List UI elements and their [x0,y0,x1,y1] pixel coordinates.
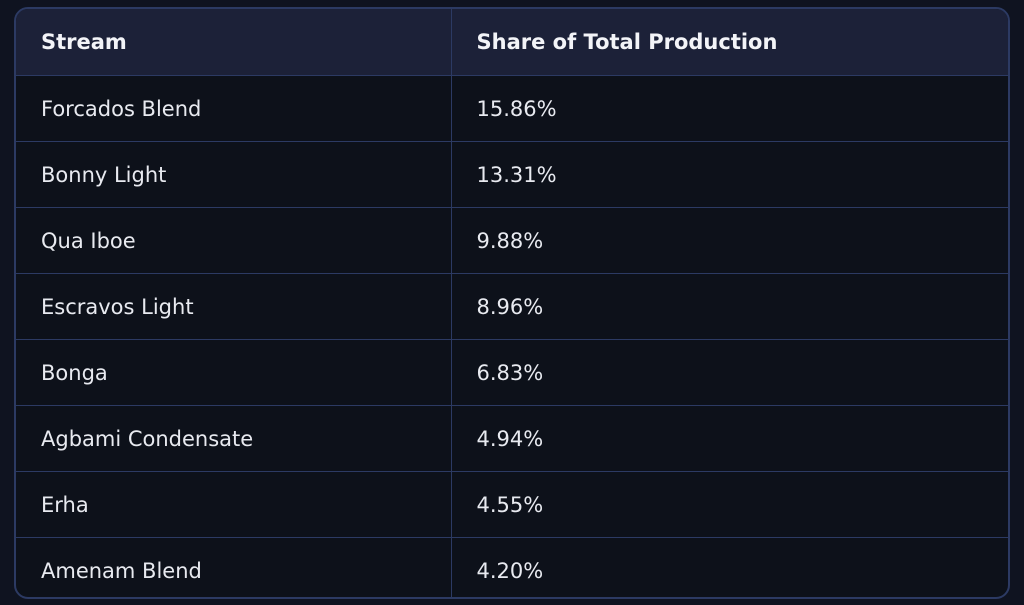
column-header-share: Share of Total Production [450,9,1008,76]
stream-cell: Escravos Light [16,273,451,340]
table-row: Forcados Blend 15.86% [16,75,1008,142]
stream-cell: Bonga [16,339,451,406]
table-row: Bonny Light 13.31% [16,141,1008,208]
column-header-stream: Stream [16,9,451,76]
share-cell: 13.31% [450,141,1008,208]
share-cell: 15.86% [450,75,1008,142]
table-row: Amenam Blend 4.20% [16,537,1008,597]
table-row: Escravos Light 8.96% [16,273,1008,340]
table-row: Qua Iboe 9.88% [16,207,1008,274]
stream-cell: Forcados Blend [41,96,202,121]
share-cell: 6.83% [450,339,1008,406]
stream-cell: Erha [16,471,451,538]
table-header-row: Stream Share of Total Production [16,9,1008,76]
stream-cell: Amenam Blend [16,537,451,597]
share-cell: 4.94% [450,405,1008,472]
share-cell: 8.96% [450,273,1008,340]
share-cell: 4.20% [450,537,1008,597]
share-cell: 4.55% [450,471,1008,538]
stream-cell: Agbami Condensate [16,405,451,472]
table-row: Bonga 6.83% [16,339,1008,406]
table-row: Agbami Condensate 4.94% [16,405,1008,472]
stream-cell: Qua Iboe [16,207,451,274]
share-cell: 9.88% [450,207,1008,274]
data-table-container: Stream Share of Total Production Forcado… [14,7,1010,599]
stream-cell: Bonny Light [16,141,451,208]
production-share-table: Stream Share of Total Production Forcado… [16,9,1008,597]
table-row: Erha 4.55% [16,471,1008,538]
